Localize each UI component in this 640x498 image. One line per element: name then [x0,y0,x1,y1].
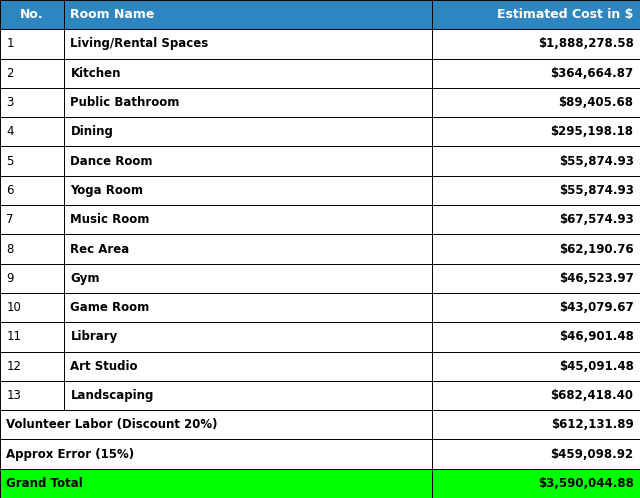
Text: 2: 2 [6,67,14,80]
Bar [432,146,640,176]
Bar [0,88,64,117]
Text: 11: 11 [6,330,21,344]
Bar [432,117,640,146]
Bar [0,469,432,498]
Text: $43,079.67: $43,079.67 [559,301,634,314]
Text: 12: 12 [6,360,21,373]
Text: Dining: Dining [70,125,113,138]
Text: $55,874.93: $55,874.93 [559,184,634,197]
Text: Art Studio: Art Studio [70,360,138,373]
Text: $364,664.87: $364,664.87 [550,67,634,80]
Bar [432,322,640,352]
Bar [64,59,432,88]
Bar [64,117,432,146]
Text: 3: 3 [6,96,14,109]
Bar [0,322,64,352]
Text: Living/Rental Spaces: Living/Rental Spaces [70,37,209,50]
Text: $295,198.18: $295,198.18 [550,125,634,138]
Text: 5: 5 [6,154,14,168]
Bar [64,146,432,176]
Bar [0,59,64,88]
Text: $67,574.93: $67,574.93 [559,213,634,226]
Text: $3,590,044.88: $3,590,044.88 [538,477,634,490]
Bar [64,352,432,381]
Bar [0,176,64,205]
Bar [64,176,432,205]
Text: 1: 1 [6,37,14,50]
Bar [64,293,432,322]
Text: $55,874.93: $55,874.93 [559,154,634,168]
Text: Room Name: Room Name [70,8,155,21]
Bar [432,176,640,205]
Text: Kitchen: Kitchen [70,67,121,80]
Bar [0,381,64,410]
Text: Music Room: Music Room [70,213,150,226]
Bar [0,29,64,59]
Bar [64,322,432,352]
Text: 10: 10 [6,301,21,314]
Text: Grand Total: Grand Total [6,477,83,490]
Bar [0,352,64,381]
Bar [0,235,64,263]
Bar [64,235,432,263]
Bar [0,146,64,176]
Bar [0,117,64,146]
Bar [64,29,432,59]
Bar [0,0,64,29]
Text: Gym: Gym [70,272,100,285]
Text: 13: 13 [6,389,21,402]
Text: 7: 7 [6,213,14,226]
Text: 9: 9 [6,272,14,285]
Text: $459,098.92: $459,098.92 [550,448,634,461]
Text: $62,190.76: $62,190.76 [559,243,634,255]
Text: Game Room: Game Room [70,301,150,314]
Bar [64,88,432,117]
Text: Volunteer Labor (Discount 20%): Volunteer Labor (Discount 20%) [6,418,218,431]
Text: $46,523.97: $46,523.97 [559,272,634,285]
Text: $46,901.48: $46,901.48 [559,330,634,344]
Bar [432,29,640,59]
Bar [64,0,432,29]
Text: Landscaping: Landscaping [70,389,154,402]
Text: No.: No. [20,8,44,21]
Bar [432,263,640,293]
Bar [0,410,432,439]
Bar [432,410,640,439]
Bar [432,88,640,117]
Text: Estimated Cost in $: Estimated Cost in $ [497,8,634,21]
Bar [64,205,432,235]
Bar [432,439,640,469]
Bar [0,205,64,235]
Bar [432,235,640,263]
Bar [0,439,432,469]
Text: $45,091.48: $45,091.48 [559,360,634,373]
Text: $612,131.89: $612,131.89 [551,418,634,431]
Bar [432,205,640,235]
Text: Rec Area: Rec Area [70,243,130,255]
Bar [0,293,64,322]
Bar [64,381,432,410]
Bar [432,0,640,29]
Text: Public Bathroom: Public Bathroom [70,96,180,109]
Text: 8: 8 [6,243,14,255]
Bar [0,263,64,293]
Text: $682,418.40: $682,418.40 [550,389,634,402]
Text: Library: Library [70,330,118,344]
Text: 4: 4 [6,125,14,138]
Text: $89,405.68: $89,405.68 [559,96,634,109]
Text: 6: 6 [6,184,14,197]
Bar [432,59,640,88]
Bar [432,293,640,322]
Bar [432,381,640,410]
Text: $1,888,278.58: $1,888,278.58 [538,37,634,50]
Text: Yoga Room: Yoga Room [70,184,143,197]
Bar [432,352,640,381]
Bar [432,469,640,498]
Bar [64,263,432,293]
Text: Dance Room: Dance Room [70,154,153,168]
Text: Approx Error (15%): Approx Error (15%) [6,448,134,461]
